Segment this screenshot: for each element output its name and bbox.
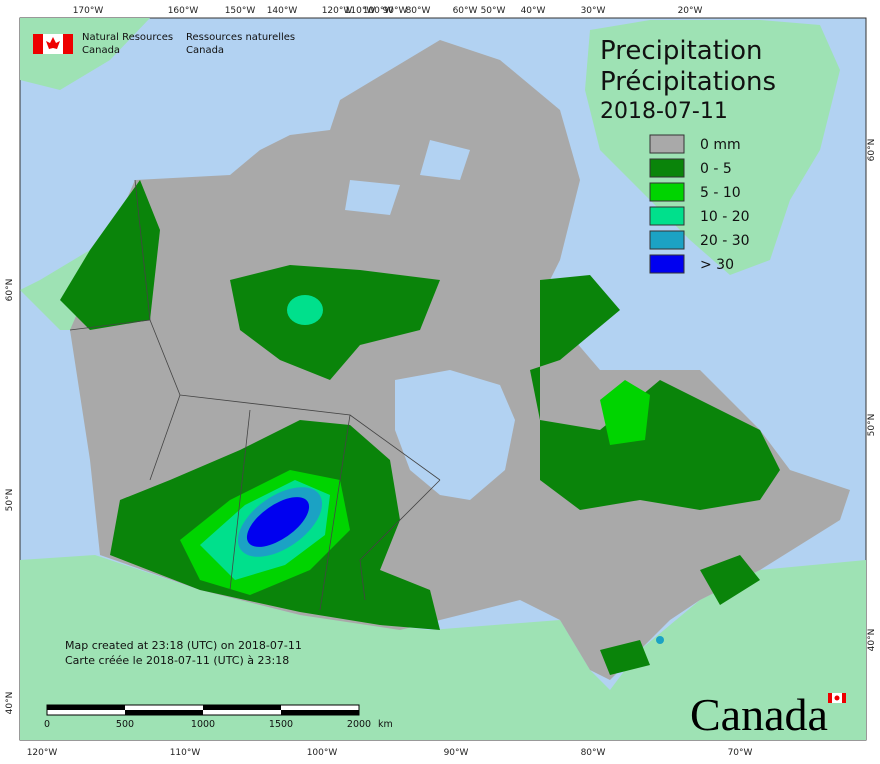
wordmark-leaf (834, 695, 840, 701)
hudson-bay (395, 370, 515, 500)
scale-seg (203, 705, 281, 710)
longitude-label: 80°W (581, 748, 606, 758)
flag-bar (33, 34, 43, 54)
longitude-label: 160°W (168, 6, 199, 16)
scale-label: 1500 (269, 719, 293, 730)
date: 2018-07-11 (600, 99, 728, 124)
longitude-label: 110°W (345, 6, 376, 16)
legend-swatch (649, 134, 685, 154)
latitude-label: 60°N (5, 279, 15, 302)
longitude-label: 40°W (521, 6, 546, 16)
precip-east (600, 555, 760, 675)
precip-yukon (60, 180, 160, 330)
scale-label: 2000 (347, 719, 371, 730)
legend-swatch (649, 230, 685, 250)
longitude-label: 90°W (444, 748, 469, 758)
legend-label: 10 - 20 (700, 209, 750, 225)
title-fr: Précipitations (600, 67, 776, 97)
notes: Map created at 23:18 (UTC) on 2018-07-11… (65, 639, 302, 667)
legend-label: 0 mm (700, 137, 741, 153)
longitude-label: 100°W (307, 748, 338, 758)
legend-swatch (649, 182, 685, 202)
scale-unit: km (378, 719, 393, 730)
united-states (20, 555, 866, 740)
longitude-label: 90°W (383, 6, 408, 16)
precip-quebec-core (600, 380, 650, 445)
legend-swatch (649, 254, 685, 274)
latitude-label: 60°N (867, 139, 877, 162)
latitude-label: 40°N (867, 629, 877, 652)
header: Natural Resources Canada Ressources natu… (33, 32, 295, 56)
longitude-label: 110°W (170, 748, 201, 758)
legend: 0 mm 0 - 5 5 - 10 10 - 20 20 - 30 > 30 (649, 134, 750, 274)
agency-fr: Canada (186, 45, 224, 56)
legend-label: 5 - 10 (700, 185, 741, 201)
precip-east-core (656, 636, 664, 644)
longitude-label: 70°W (728, 748, 753, 758)
longitude-label: 60°W (453, 6, 478, 16)
latitude-label: 40°N (5, 692, 15, 715)
graticule: 170°W 160°W 150°W 140°W 120°W110°W100°W90°W8… (5, 6, 877, 758)
latitude-label: 50°N (867, 414, 877, 437)
precip-quebec (530, 275, 780, 510)
longitude-label: 150°W (225, 6, 256, 16)
legend-label: 20 - 30 (700, 233, 750, 249)
longitude-label: 50°W (481, 6, 506, 16)
longitude-label: 100°W (363, 6, 394, 16)
maple-leaf (46, 37, 60, 49)
longitude-label: 170°W (73, 6, 104, 16)
legend-label: > 30 (700, 257, 734, 273)
legend-label: 0 - 5 (700, 161, 732, 177)
scale-label: 500 (116, 719, 134, 730)
longitude-label: 80°W (406, 6, 431, 16)
latitude-label: 50°N (5, 489, 15, 512)
agency-en: Canada (82, 45, 120, 56)
title-en: Precipitation (600, 36, 763, 66)
scale-seg (125, 710, 203, 715)
legend-swatch (649, 206, 685, 226)
agency-fr: Ressources naturelles (186, 32, 295, 43)
longitude-label: 20°W (678, 6, 703, 16)
scale-bar: 0 500 1000 1500 2000 km (44, 704, 393, 730)
note-fr: Carte créée le 2018-07-11 (UTC) à 23:18 (65, 654, 289, 667)
arctic-channels (290, 90, 470, 215)
wordmark-text: Canada (690, 689, 828, 740)
precip-nunavut-core (287, 295, 323, 325)
scale-label: 1000 (191, 719, 215, 730)
longitude-label: 120°W (27, 748, 58, 758)
scale-seg (47, 705, 125, 710)
longitude-label: 30°W (581, 6, 606, 16)
greenland (585, 20, 840, 275)
legend-swatch (649, 158, 685, 178)
agency-en: Natural Resources (82, 32, 173, 43)
scale-label: 0 (44, 719, 50, 730)
borders (69, 179, 441, 611)
precip-nunavut (230, 265, 440, 380)
flag-bar (63, 34, 73, 54)
wordmark: Canada (690, 689, 846, 740)
longitude-label: 140°W (267, 6, 298, 16)
precip-prairies-30 (246, 497, 310, 547)
longitude-label: 120°W (322, 6, 353, 16)
title: Precipitation Précipitations 2018-07-11 (600, 36, 776, 124)
note-en: Map created at 23:18 (UTC) on 2018-07-11 (65, 639, 302, 652)
scale-seg (281, 710, 359, 715)
